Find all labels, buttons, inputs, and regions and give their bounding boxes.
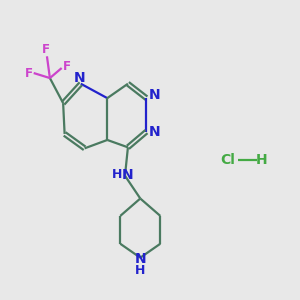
Text: H: H xyxy=(256,153,268,167)
Text: H: H xyxy=(135,264,146,277)
Text: N: N xyxy=(134,252,146,266)
Text: N: N xyxy=(122,168,134,182)
Text: F: F xyxy=(63,60,71,73)
Text: Cl: Cl xyxy=(220,153,236,167)
Text: F: F xyxy=(41,43,50,56)
Text: N: N xyxy=(148,88,160,102)
Text: H: H xyxy=(112,168,122,181)
Text: N: N xyxy=(74,71,85,85)
Text: N: N xyxy=(148,124,160,139)
Text: F: F xyxy=(24,67,32,80)
